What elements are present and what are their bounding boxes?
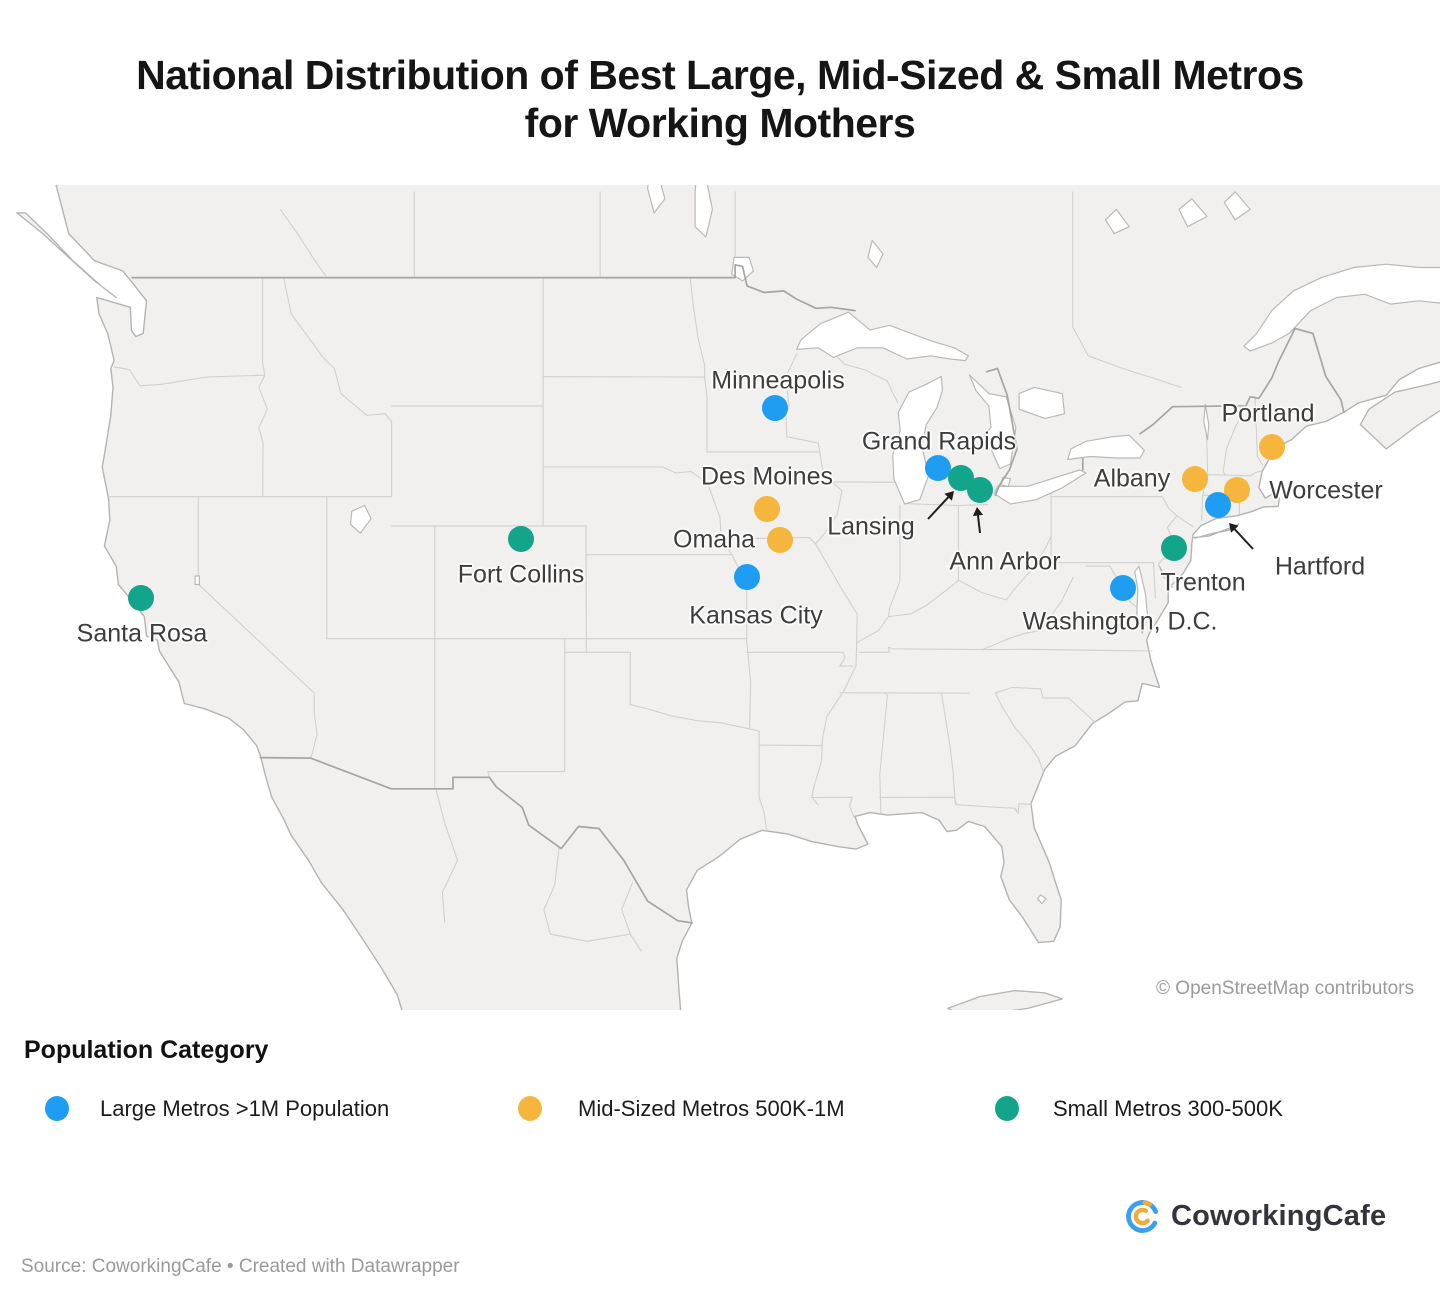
city-marker-hartford[interactable] (1205, 492, 1231, 518)
city-label-worcester: Worcester (1269, 476, 1383, 505)
brand-name: CoworkingCafe (1171, 1199, 1387, 1232)
us-map: Minneapolis Des Moines Omaha Kansas City Gra… (0, 185, 1440, 1010)
city-marker-kansas-city[interactable] (734, 564, 760, 590)
city-marker-portland[interactable] (1259, 434, 1285, 460)
city-marker-grand-rapids[interactable] (925, 455, 951, 481)
city-label-portland: Portland (1221, 399, 1315, 428)
city-label-minneapolis: Minneapolis (711, 366, 845, 395)
city-label-lansing: Lansing (827, 512, 915, 541)
city-marker-albany[interactable] (1182, 466, 1208, 492)
brand-logo[interactable]: CoworkingCafe (1124, 1196, 1386, 1236)
city-label-fort-collins: Fort Collins (457, 560, 585, 589)
city-label-santa-rosa: Santa Rosa (76, 619, 208, 648)
city-label-ann-arbor: Ann Arbor (949, 547, 1061, 576)
city-marker-washington-d-c[interactable] (1110, 575, 1136, 601)
city-marker-santa-rosa[interactable] (128, 585, 154, 611)
city-label-albany: Albany (1093, 464, 1171, 493)
city-label-grand-rapids: Grand Rapids (861, 427, 1017, 456)
coworkingcafe-logo-icon (1126, 1199, 1159, 1233)
legend-label-mid: Mid-Sized Metros 500K-1M (578, 1096, 845, 1121)
legend-label-large: Large Metros >1M Population (100, 1096, 390, 1121)
city-label-trenton: Trenton (1160, 568, 1246, 597)
city-label-omaha: Omaha (673, 525, 755, 554)
city-marker-minneapolis[interactable] (762, 395, 788, 421)
city-label-hartford: Hartford (1274, 552, 1366, 581)
page-title: National Distribution of Best Large, Mid… (0, 51, 1440, 147)
city-marker-trenton[interactable] (1161, 535, 1187, 561)
legend: Population Category Large Metros >1M Pop… (0, 1030, 1440, 1140)
legend-dot-large (45, 1096, 69, 1121)
city-label-des-moines: Des Moines (701, 462, 833, 491)
city-marker-omaha[interactable] (767, 527, 793, 553)
city-label-washington-d-c: Washington, D.C. (1022, 607, 1218, 636)
legend-dot-small (995, 1096, 1019, 1121)
city-label-kansas-city: Kansas City (689, 601, 823, 630)
page-title-line1: National Distribution of Best Large, Mid… (136, 52, 1304, 99)
city-marker-fort-collins[interactable] (508, 526, 534, 552)
page-title-line2: for Working Mothers (524, 100, 916, 147)
source-note: Source: CoworkingCafe • Created with Dat… (21, 1256, 460, 1277)
basemap (16, 185, 1440, 1010)
city-marker-ann-arbor[interactable] (967, 477, 993, 503)
city-marker-des-moines[interactable] (754, 496, 780, 522)
legend-label-small: Small Metros 300-500K (1053, 1096, 1283, 1121)
legend-heading: Population Category (24, 1036, 269, 1064)
map-attribution[interactable]: © OpenStreetMap contributors (1156, 978, 1414, 999)
legend-dot-mid (518, 1096, 542, 1121)
